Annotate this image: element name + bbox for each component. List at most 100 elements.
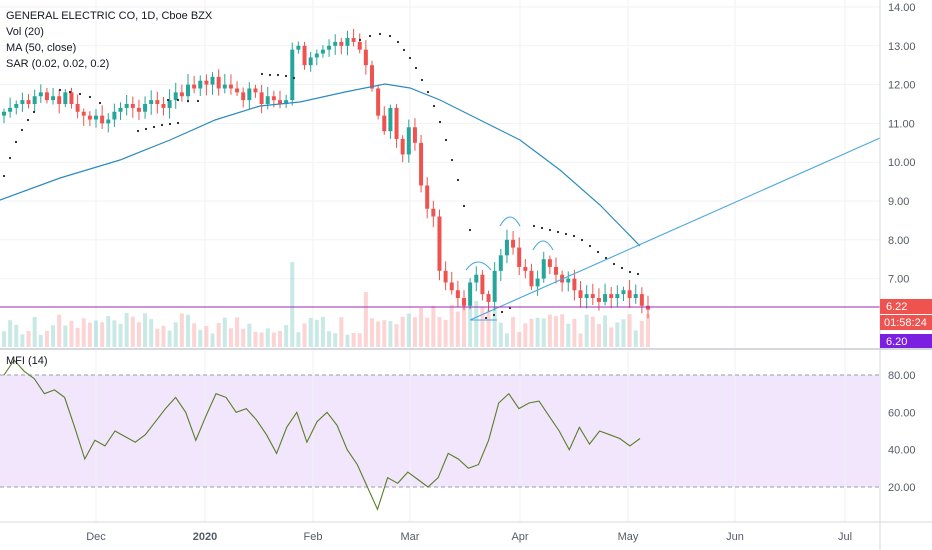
sar-dot — [628, 270, 632, 274]
candle-body — [204, 80, 209, 85]
last-price-badge: 6.22 — [880, 299, 932, 314]
candle-body — [106, 119, 111, 124]
candle-body — [400, 138, 405, 155]
volume-bar — [63, 325, 68, 347]
candle-body — [327, 45, 332, 50]
candle-body — [186, 84, 190, 97]
candle-body — [615, 294, 620, 298]
volume-bar — [308, 317, 313, 347]
volume-bar — [69, 320, 74, 347]
candle-body — [149, 100, 154, 104]
volume-bar — [357, 333, 362, 347]
sar-dot — [540, 226, 544, 230]
vol-legend[interactable]: Vol (20) — [6, 26, 44, 38]
volume-bar — [511, 317, 516, 347]
mfi-legend[interactable]: MFI (14) — [6, 355, 48, 367]
volume-bar — [523, 323, 528, 347]
candle-body — [26, 100, 31, 104]
volume-bar — [296, 332, 301, 347]
volume-bar — [425, 317, 430, 347]
candle-body — [345, 38, 350, 46]
candle-body — [155, 100, 160, 104]
volume-bar — [517, 331, 522, 347]
sar-dot — [596, 250, 600, 254]
volume-bar — [136, 322, 141, 347]
sar-dot — [500, 310, 504, 314]
candle-body — [320, 49, 325, 54]
volume-bar — [443, 320, 448, 347]
candle-body — [8, 107, 13, 112]
candle-body — [376, 88, 381, 116]
candle-body — [486, 294, 491, 302]
candle-body — [32, 96, 37, 104]
sar-dot — [612, 262, 616, 266]
trendline-rising — [469, 137, 881, 321]
volume-bar — [271, 332, 276, 347]
candle-body — [572, 278, 577, 291]
volume-bar — [259, 332, 264, 347]
volume-bar — [143, 313, 148, 347]
volume-bar — [57, 314, 62, 347]
candle-body — [382, 115, 387, 132]
countdown-badge: 01:58:24 — [880, 315, 932, 330]
volume-bar — [529, 318, 534, 347]
volume-bar — [609, 327, 614, 347]
volume-bar — [100, 322, 105, 347]
sar-dot — [604, 256, 608, 260]
candle-body — [290, 49, 295, 101]
time-tick-label: May — [618, 531, 639, 543]
sar-dot — [20, 128, 24, 132]
volume-bar — [480, 307, 485, 347]
candle-body — [474, 274, 479, 283]
candle-body — [2, 111, 6, 116]
candle-body — [63, 92, 68, 104]
volume-bar — [615, 322, 620, 347]
volume-bar — [278, 330, 282, 347]
volume-bar — [327, 331, 332, 347]
price-tick-label: 9.00 — [888, 196, 909, 208]
time-tick-label: Feb — [304, 531, 323, 543]
sar-dot — [78, 92, 82, 96]
volume-bar — [314, 319, 319, 347]
volume-bar — [222, 317, 227, 347]
sar-dot — [444, 138, 448, 142]
candle-body — [75, 104, 80, 112]
volume-bar — [130, 316, 135, 347]
sar-dot — [88, 95, 92, 99]
sar-dot — [32, 110, 36, 114]
candle-body — [38, 92, 43, 97]
volume-bar — [118, 323, 123, 347]
sar-dot — [58, 88, 62, 92]
volume-bar — [284, 325, 289, 347]
svg-text:6.22: 6.22 — [886, 301, 907, 313]
symbol-title[interactable]: GENERAL ELECTRIC CO, 1D, Cboe BZX — [6, 10, 213, 22]
sar-dot — [168, 122, 172, 126]
volume-bar — [603, 315, 608, 347]
volume-bar — [241, 328, 246, 347]
candle-body — [20, 100, 25, 104]
candle-body — [523, 266, 528, 271]
time-axis[interactable]: Dec 2020 Feb Mar Apr May Jun Jul — [86, 531, 852, 543]
candle-body — [57, 96, 62, 104]
volume-bar — [621, 319, 626, 347]
candle-body — [112, 111, 117, 120]
price-tick-label: 10.00 — [888, 157, 916, 169]
sar-legend[interactable]: SAR (0.02, 0.02, 0.2) — [6, 58, 110, 70]
volume-bar — [382, 320, 387, 347]
mfi-tick-label: 80.00 — [888, 370, 916, 382]
sar-dot — [268, 73, 272, 77]
volume-bar — [94, 320, 98, 347]
candle-body — [566, 278, 571, 283]
price-axis[interactable]: 14.00 13.00 12.00 11.00 10.00 9.00 8.00 7.00 — [888, 2, 916, 286]
ma-legend[interactable]: MA (50, close) — [6, 42, 77, 54]
mfi-axis[interactable]: 80.00 60.00 40.00 20.00 — [888, 370, 916, 494]
volume-bar — [345, 334, 350, 347]
price-tick-label: 7.00 — [888, 274, 909, 286]
sar-dot — [468, 228, 472, 232]
candle-body — [590, 294, 595, 298]
volume-bar — [541, 318, 546, 347]
volume-bar — [124, 313, 129, 347]
candle-body — [633, 294, 638, 298]
sar-dot — [284, 74, 288, 78]
